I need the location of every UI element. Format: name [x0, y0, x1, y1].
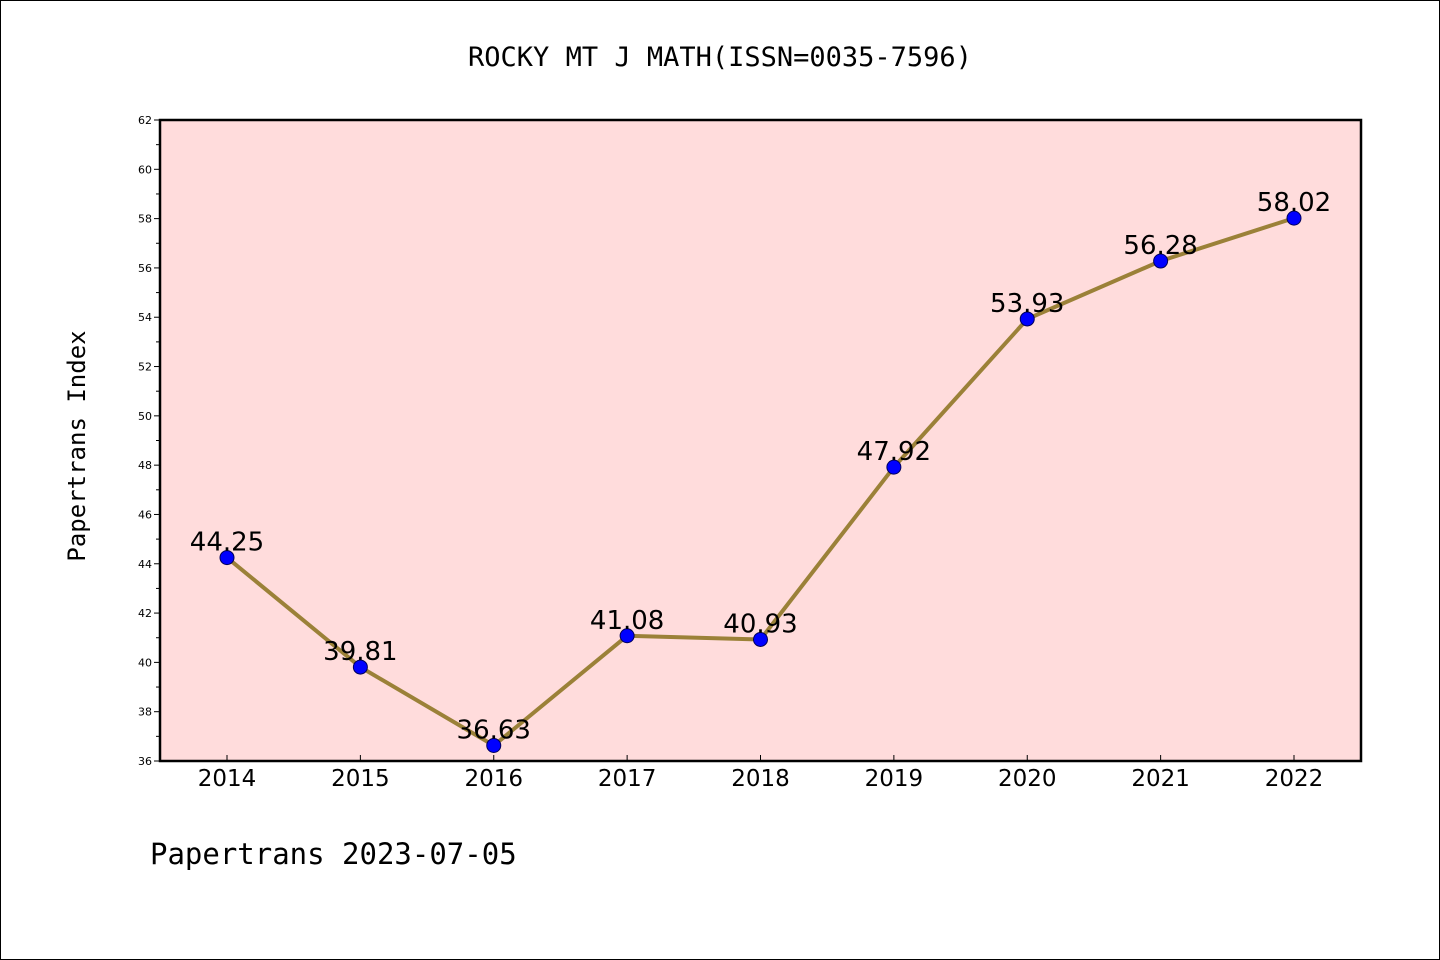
x-tick-label: 2022: [1265, 766, 1324, 792]
y-tick-label: 36: [138, 755, 152, 768]
data-labels: 44.25 39.81 36.63 41.08 40.93 47.92 53.93 56.28…: [190, 188, 1331, 745]
y-tick-label: 60: [138, 163, 152, 176]
x-tick-label: 2015: [331, 766, 390, 792]
y-tick-label: 54: [138, 311, 152, 324]
y-tick-label: 40: [138, 656, 152, 669]
data-label: 58.02: [1257, 188, 1331, 218]
x-tick-label: 2019: [865, 766, 924, 792]
data-label: 41.08: [590, 606, 664, 636]
footer-text: Papertrans 2023-07-05: [150, 837, 517, 871]
data-point: [352, 659, 368, 675]
y-axis-label: Papertrans Index: [63, 330, 91, 561]
data-label: 36.63: [457, 715, 531, 745]
y-tick-label: 46: [138, 508, 152, 521]
x-tick-label: 2017: [598, 766, 657, 792]
data-label: 44.25: [190, 528, 264, 558]
y-tick-label: 44: [138, 558, 152, 571]
data-point: [1286, 210, 1302, 226]
x-tick-label: 2021: [1131, 766, 1190, 792]
data-label: 47.92: [857, 437, 931, 467]
y-tick-label: 52: [138, 361, 152, 374]
data-point: [219, 550, 235, 566]
data-label: 40.93: [723, 609, 797, 639]
data-point: [886, 459, 902, 475]
y-tick-label: 58: [138, 213, 152, 226]
y-tick-label: 42: [138, 607, 152, 620]
x-tick-label: 2014: [198, 766, 257, 792]
plot-area: [158, 118, 1363, 763]
y-tick-label: 38: [138, 706, 152, 719]
data-point: [1019, 311, 1035, 327]
x-tick-label: 2016: [464, 766, 523, 792]
x-tick-label: 2018: [731, 766, 790, 792]
y-tick-label: 48: [138, 459, 152, 472]
y-axis: 36 38 40 42 44 46 48 50 52 54 56 58 60 62: [138, 114, 160, 768]
data-point: [486, 737, 502, 753]
data-point: [619, 628, 635, 644]
data-markers: [219, 210, 1302, 753]
data-point: [753, 631, 768, 647]
y-tick-label: 56: [138, 262, 152, 275]
chart-title: ROCKY MT J MATH(ISSN=0035-7596): [468, 42, 972, 73]
x-axis: 2014 2015 2016 2017 2018 2019 2020 2021 2022: [198, 755, 1324, 792]
data-label: 39.81: [323, 637, 397, 667]
y-tick-label: 62: [138, 114, 152, 127]
y-tick-label: 50: [138, 410, 152, 423]
data-point: [1153, 253, 1169, 269]
x-tick-label: 2020: [998, 766, 1057, 792]
data-label: 56.28: [1123, 231, 1197, 261]
data-label: 53.93: [990, 289, 1064, 319]
